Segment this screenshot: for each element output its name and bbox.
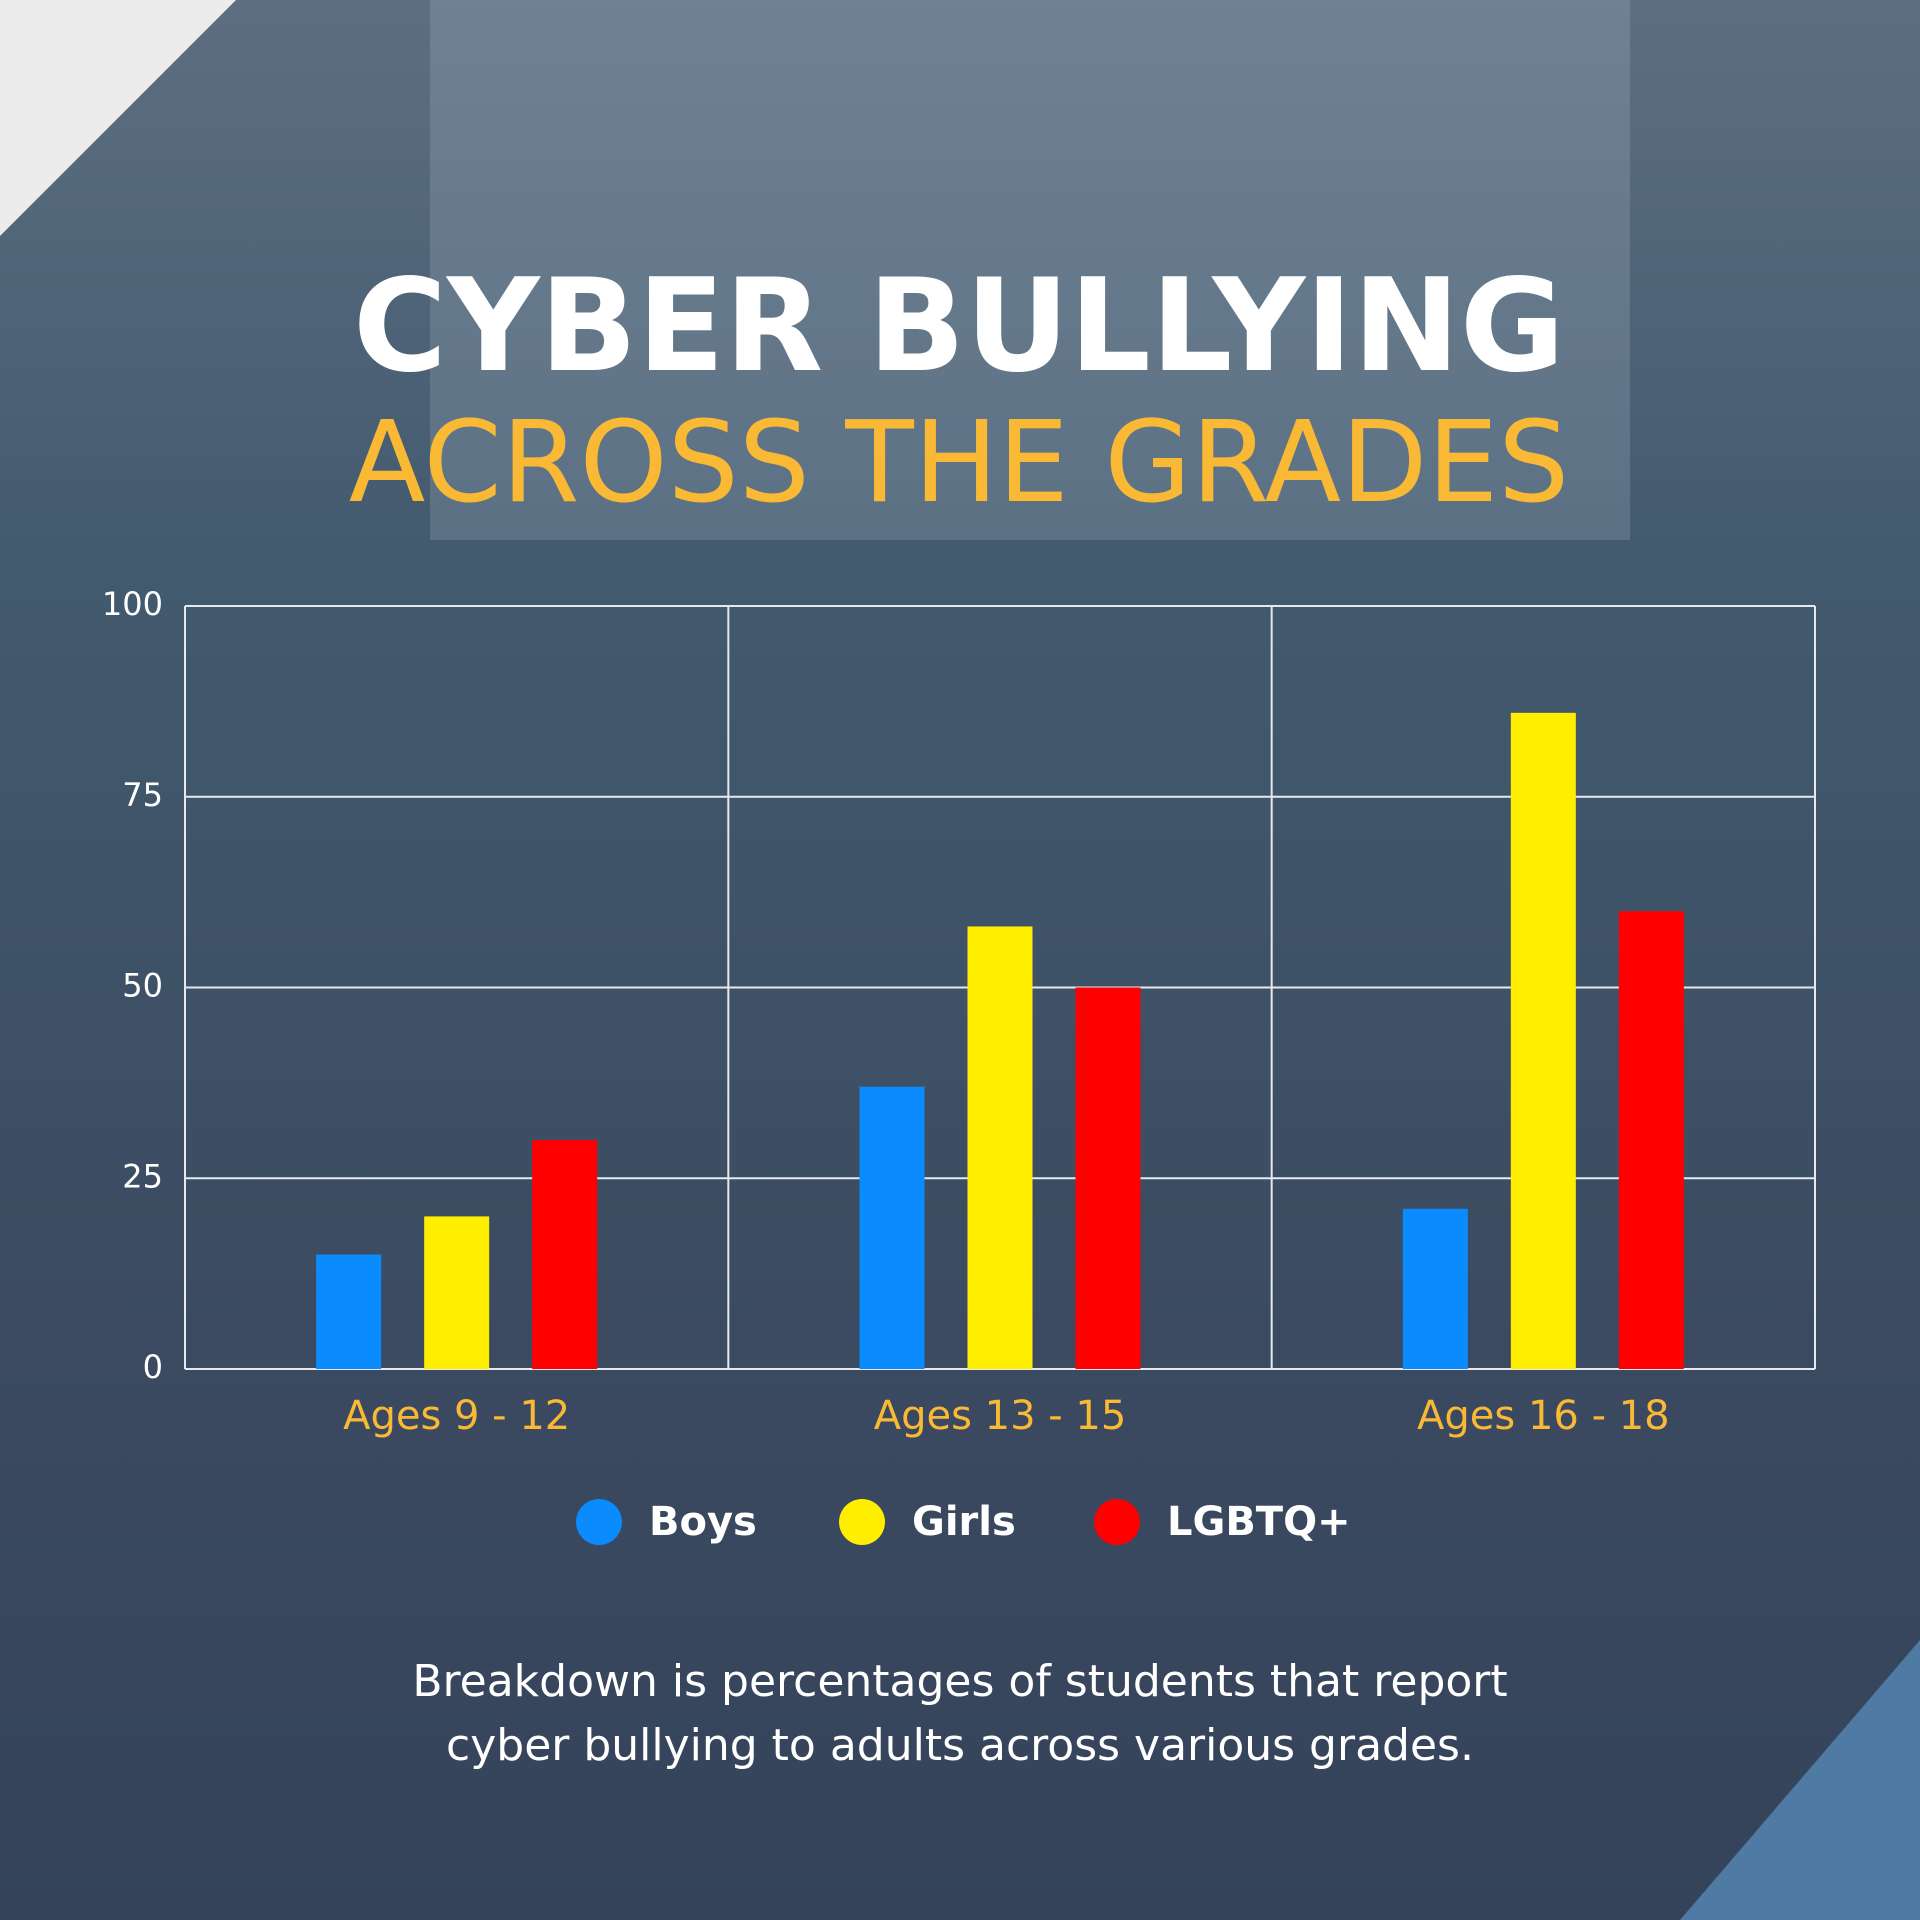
corner-decoration [0, 0, 236, 236]
x-tick-label: Ages 13 - 15 [874, 1393, 1127, 1439]
legend-label: LGBTQ+ [1167, 1499, 1351, 1545]
note-box: Breakdown is percentages of students tha… [412, 1656, 1508, 1771]
bar [424, 1216, 490, 1369]
bar [316, 1254, 382, 1369]
bar [1618, 911, 1684, 1369]
chart-title: CYBER BULLYING [353, 252, 1565, 401]
x-tick-label: Ages 9 - 12 [343, 1393, 570, 1439]
legend-swatch [1094, 1499, 1140, 1545]
bar [1075, 987, 1141, 1369]
background-tiles [430, 0, 1630, 540]
legend-label: Boys [649, 1499, 757, 1545]
legend-swatch [576, 1499, 622, 1545]
y-tick-label: 75 [122, 776, 163, 814]
y-tick-label: 50 [122, 967, 163, 1005]
legend-swatch [839, 1499, 885, 1545]
y-tick-label: 0 [143, 1348, 163, 1386]
bar [1402, 1208, 1468, 1369]
legend-label: Girls [912, 1499, 1016, 1545]
bar [532, 1140, 598, 1369]
bar [967, 926, 1033, 1369]
x-tick-label: Ages 16 - 18 [1417, 1393, 1670, 1439]
bar [1510, 712, 1576, 1369]
y-tick-label: 25 [122, 1157, 163, 1195]
bar [859, 1086, 925, 1369]
chart-note: Breakdown is percentages of students tha… [412, 1656, 1508, 1771]
y-tick-label: 100 [102, 585, 163, 623]
chart-subtitle: ACROSS THE GRADES [349, 398, 1569, 528]
corner-decoration [1680, 1640, 1920, 1920]
